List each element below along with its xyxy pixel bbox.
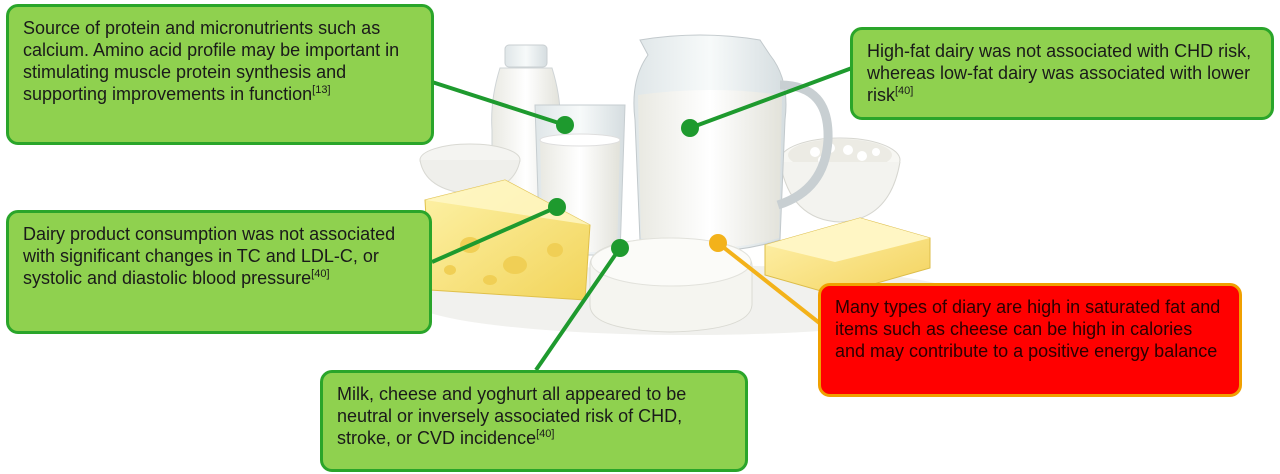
connector-line-tc bbox=[431, 205, 558, 264]
connector-line-chd bbox=[689, 66, 853, 130]
citation-ref: [40] bbox=[311, 268, 330, 280]
connector-dot-tc bbox=[548, 198, 566, 216]
citation-ref: [40] bbox=[895, 85, 914, 97]
connector-line-satfat bbox=[716, 241, 824, 327]
citation-ref: [13] bbox=[312, 84, 331, 96]
callout-satfat-text: Many types of diary are high in saturate… bbox=[835, 297, 1221, 361]
butter-block bbox=[764, 217, 931, 296]
callout-chd-risk: High-fat dairy was not associated with C… bbox=[850, 27, 1274, 120]
cottage-cheese-bowl bbox=[779, 137, 901, 223]
callout-tc-text: Dairy product consumption was not associ… bbox=[23, 224, 396, 288]
callout-cvd-text: Milk, cheese and yoghurt all appeared to… bbox=[337, 384, 687, 448]
connector-dot-satfat bbox=[709, 234, 727, 252]
citation-ref: [40] bbox=[536, 428, 555, 440]
milk-jug bbox=[633, 34, 833, 252]
connector-dot-protein bbox=[556, 116, 574, 134]
callout-saturated-fat: Many types of diary are high in saturate… bbox=[818, 283, 1242, 397]
callout-protein-source: Source of protein and micronutrients suc… bbox=[6, 4, 434, 145]
connector-line-cvd bbox=[534, 246, 622, 372]
white-cheese-round bbox=[589, 237, 753, 333]
connector-line-protein bbox=[431, 80, 566, 127]
connector-dot-chd bbox=[681, 119, 699, 137]
connectors bbox=[431, 66, 853, 372]
callout-tc-ldl: Dairy product consumption was not associ… bbox=[6, 210, 432, 334]
connector-dot-cvd bbox=[611, 239, 629, 257]
callout-chd-text: High-fat dairy was not associated with C… bbox=[867, 41, 1252, 105]
callout-protein-text: Source of protein and micronutrients suc… bbox=[23, 18, 400, 104]
callout-cvd-incidence: Milk, cheese and yoghurt all appeared to… bbox=[320, 370, 748, 472]
